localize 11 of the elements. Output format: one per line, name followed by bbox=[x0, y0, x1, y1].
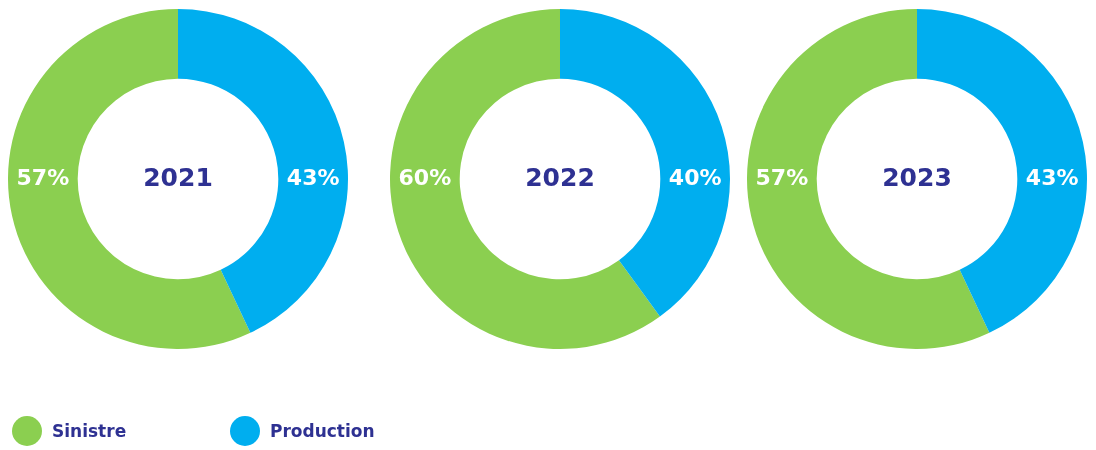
legend-label: Sinistre bbox=[52, 421, 127, 441]
text: 2021 bbox=[143, 162, 213, 192]
legend-label: Production bbox=[270, 421, 375, 441]
data-label: 40% bbox=[668, 164, 722, 190]
data-label: 60% bbox=[398, 164, 452, 190]
data-label: 43% bbox=[1025, 164, 1079, 190]
data-label: 57% bbox=[16, 164, 70, 190]
text: 2023 bbox=[882, 162, 952, 192]
data-label: 57% bbox=[755, 164, 809, 190]
data-label: 43% bbox=[286, 164, 340, 190]
text: 2022 bbox=[525, 162, 595, 192]
